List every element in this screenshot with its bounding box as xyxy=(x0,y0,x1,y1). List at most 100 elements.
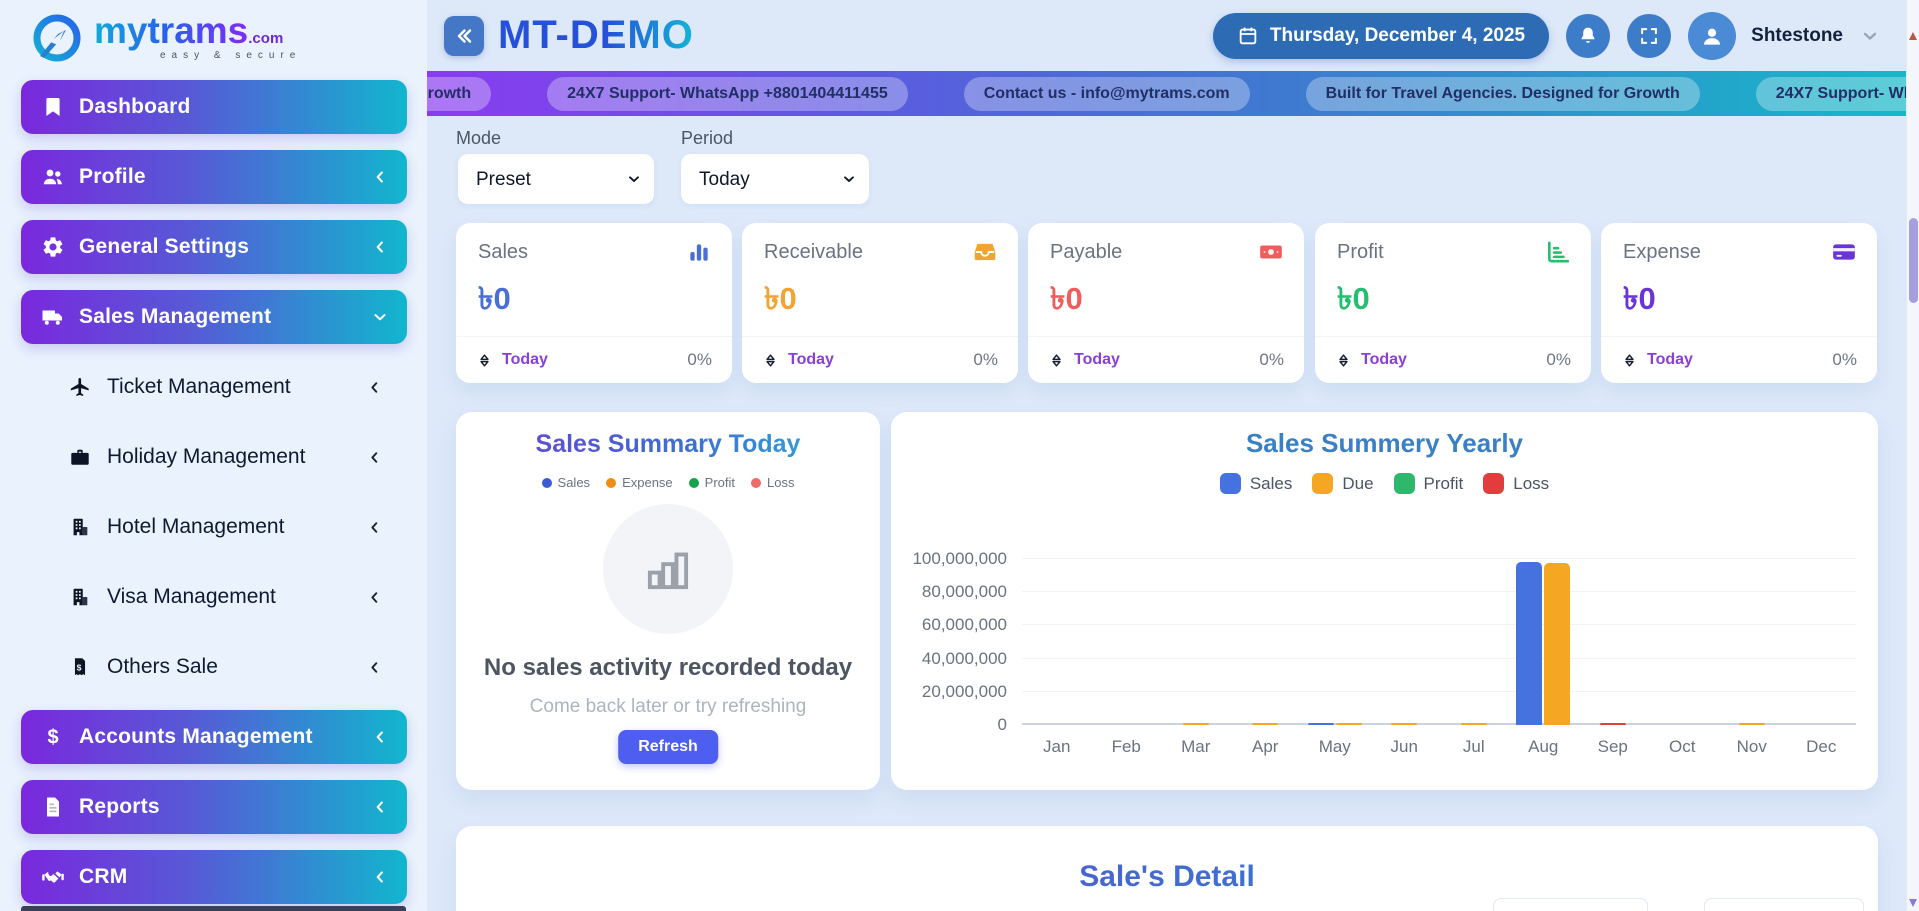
sort-diamond-icon[interactable] xyxy=(1048,352,1065,369)
bookmark-icon xyxy=(41,95,65,119)
sidebar-scrollbar[interactable] xyxy=(21,906,406,911)
page-title: MT-DEMO xyxy=(498,13,694,57)
bar-group-jul xyxy=(1439,559,1509,725)
scroll-up-arrow[interactable] xyxy=(1909,32,1917,40)
sales-summary-today-card: Sales Summary Today Sales Expense Profit Lo… xyxy=(456,412,880,790)
briefcase-icon xyxy=(69,446,91,468)
refresh-button[interactable]: Refresh xyxy=(618,730,718,764)
sidebar-item-general-settings[interactable]: General Settings xyxy=(21,220,407,274)
period-label: Period xyxy=(681,128,734,148)
stat-title: Payable xyxy=(1050,240,1123,263)
detail-period-select[interactable]: Today xyxy=(1493,898,1649,911)
notifications-button[interactable] xyxy=(1566,13,1611,58)
header-actions: Thursday, December 4, 2025 Shtestone xyxy=(1212,11,1880,60)
sidebar-item-profile[interactable]: Profile xyxy=(21,150,407,204)
bar-due-mar[interactable] xyxy=(1182,723,1209,725)
legend-label: Profit xyxy=(704,475,735,490)
sidebar-item-label: Accounts Management xyxy=(79,725,313,748)
legend-item-profit[interactable]: Profit xyxy=(1393,473,1464,494)
chart-y-axis: 0 20,000,000 40,000,000 60,000,000 80,000,00… xyxy=(895,549,1007,734)
avatar[interactable] xyxy=(1688,11,1737,60)
stat-card-payable: Payable ৳0 Today 0% xyxy=(1028,223,1304,383)
sidebar-item-hotel-management[interactable]: Hotel Management xyxy=(21,500,407,554)
chevron-left-icon xyxy=(366,449,383,466)
sidebar-item-dashboard[interactable]: Dashboard xyxy=(21,80,407,134)
bar-due-jun[interactable] xyxy=(1391,723,1418,725)
period-select-wrap: Today xyxy=(681,154,869,204)
gear-icon xyxy=(41,235,65,259)
users-icon xyxy=(41,165,65,189)
bar-sales-aug[interactable] xyxy=(1516,562,1543,725)
chevron-left-icon xyxy=(371,868,389,886)
dollar-icon: $ xyxy=(41,725,65,749)
x-tick-label: Dec xyxy=(1806,737,1837,756)
x-tick-label: Jul xyxy=(1462,737,1485,756)
bar-group-jun xyxy=(1370,559,1440,725)
bar-sales-may[interactable] xyxy=(1307,723,1334,725)
mode-select[interactable]: Preset xyxy=(458,154,654,204)
period-select[interactable]: Today xyxy=(681,154,869,204)
legend-item-due[interactable]: Due xyxy=(1312,473,1374,494)
sales-summary-yearly-card: Sales Summery Yearly Sales Due Profit Loss … xyxy=(891,412,1878,790)
sidebar-item-ticket-management[interactable]: Ticket Management xyxy=(21,360,407,414)
brand-logo[interactable]: mytrams.com easy & secure xyxy=(0,0,427,72)
legend-label: Profit xyxy=(1423,473,1464,493)
bar-group-feb xyxy=(1092,559,1162,725)
empty-state-title: No sales activity recorded today xyxy=(483,654,853,681)
bell-icon xyxy=(1577,25,1599,47)
sidebar-item-label: Others Sale xyxy=(107,655,218,678)
legend-item-loss[interactable]: Loss xyxy=(1483,473,1549,494)
detail-period-select-wrap: Today xyxy=(1493,898,1649,911)
sidebar-collapse-button[interactable] xyxy=(444,15,484,56)
sidebar-item-visa-management[interactable]: Visa Management xyxy=(21,570,407,624)
detail-date-input[interactable] xyxy=(1704,898,1864,911)
sidebar-item-reports[interactable]: Reports xyxy=(21,780,407,834)
scroll-down-arrow[interactable] xyxy=(1909,899,1917,907)
fullscreen-button[interactable] xyxy=(1627,13,1672,58)
marquee-pill: 24X7 Support- WhatsApp +8801404411455 xyxy=(1755,76,1906,111)
sort-diamond-icon[interactable] xyxy=(1621,352,1638,369)
stat-percent: 0% xyxy=(687,350,712,369)
sort-diamond-icon[interactable] xyxy=(476,352,493,369)
bar-group-apr xyxy=(1231,559,1301,725)
legend-label: Sales xyxy=(1249,473,1293,493)
bar-loss-sep[interactable] xyxy=(1599,723,1626,725)
x-tick-label: Feb xyxy=(1111,737,1141,756)
sidebar-item-accounts-management[interactable]: $ Accounts Management xyxy=(21,710,407,764)
sort-diamond-icon[interactable] xyxy=(1335,352,1352,369)
sidebar-item-sales-management[interactable]: Sales Management xyxy=(21,290,407,344)
sidebar: mytrams.com easy & secure Dashboard Profi… xyxy=(0,0,427,911)
sidebar-item-others-sale[interactable]: $ Others Sale xyxy=(21,640,407,694)
x-tick-label: Nov xyxy=(1736,737,1767,756)
sidebar-item-holiday-management[interactable]: Holiday Management xyxy=(21,430,407,484)
chevron-down-icon[interactable] xyxy=(1860,26,1880,46)
sort-diamond-icon[interactable] xyxy=(762,352,779,369)
legend-item-sales[interactable]: Sales xyxy=(1219,473,1293,494)
bar-due-may[interactable] xyxy=(1335,723,1362,725)
bar-due-nov[interactable] xyxy=(1738,723,1765,725)
user-name: Shtestone xyxy=(1751,24,1843,46)
sidebar-item-crm[interactable]: CRM xyxy=(21,850,407,904)
stat-percent: 0% xyxy=(1832,350,1857,369)
building-icon xyxy=(69,586,91,608)
chevron-left-icon xyxy=(371,798,389,816)
x-tick-label: Mar xyxy=(1181,737,1211,756)
vertical-scrollbar[interactable] xyxy=(1906,0,1919,911)
bar-group-oct xyxy=(1648,559,1718,725)
current-date: Thursday, December 4, 2025 xyxy=(1269,24,1526,46)
detail-date-wrap xyxy=(1704,898,1864,911)
x-tick-label: May xyxy=(1318,737,1351,756)
chevron-left-icon xyxy=(366,659,383,676)
chart-gridline xyxy=(1022,690,1856,692)
plane-icon xyxy=(69,376,91,398)
legend-dot xyxy=(606,477,617,488)
scrollbar-thumb[interactable] xyxy=(1909,218,1918,303)
x-tick-label: Oct xyxy=(1669,737,1696,756)
stat-title: Sales xyxy=(478,240,529,263)
bar-due-apr[interactable] xyxy=(1252,723,1279,725)
bar-due-aug[interactable] xyxy=(1544,563,1571,725)
legend-item-loss: Loss xyxy=(751,475,794,490)
bar-group-aug xyxy=(1509,559,1579,725)
bar-due-jul[interactable] xyxy=(1460,723,1487,725)
date-button[interactable]: Thursday, December 4, 2025 xyxy=(1212,12,1550,59)
